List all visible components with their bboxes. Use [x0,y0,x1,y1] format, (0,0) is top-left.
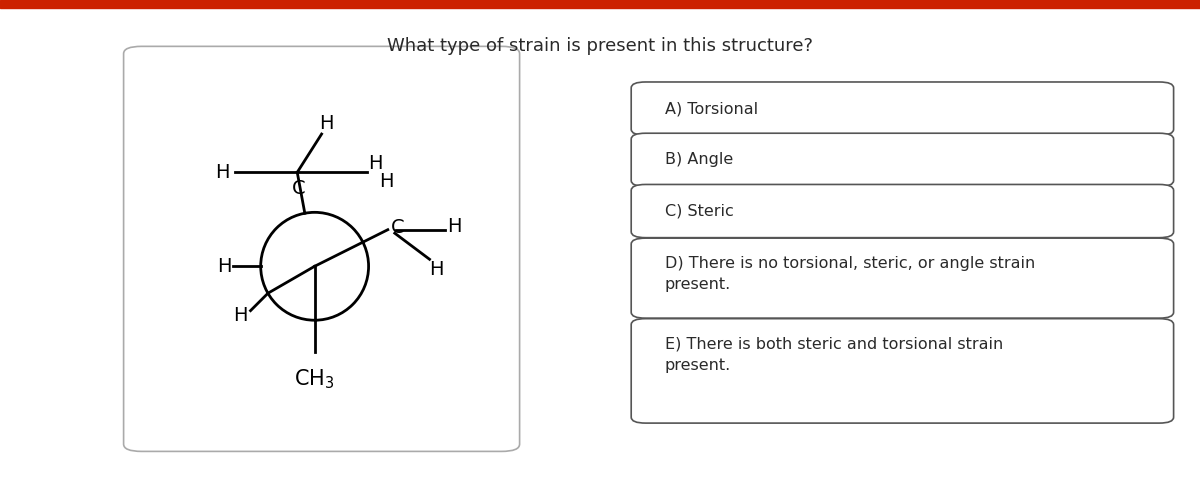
Text: B) Angle: B) Angle [665,152,733,167]
FancyBboxPatch shape [631,238,1174,318]
FancyBboxPatch shape [631,319,1174,423]
Text: C: C [391,219,404,238]
FancyBboxPatch shape [631,184,1174,238]
Text: H: H [319,114,334,133]
Text: H: H [217,257,232,276]
FancyBboxPatch shape [631,82,1174,135]
FancyBboxPatch shape [631,133,1174,186]
Text: A) Torsional: A) Torsional [665,101,758,116]
Text: C: C [292,179,306,198]
Text: What type of strain is present in this structure?: What type of strain is present in this s… [386,38,814,55]
Text: H: H [430,260,444,279]
Text: H: H [233,306,247,325]
Text: CH$_3$: CH$_3$ [294,367,335,391]
Text: H: H [215,163,229,182]
FancyBboxPatch shape [124,46,520,451]
Text: D) There is no torsional, steric, or angle strain
present.: D) There is no torsional, steric, or ang… [665,256,1036,292]
Text: H: H [446,217,461,236]
Text: C) Steric: C) Steric [665,203,733,219]
Text: H: H [368,154,383,173]
Text: H: H [379,171,394,190]
Text: E) There is both steric and torsional strain
present.: E) There is both steric and torsional st… [665,337,1003,373]
Bar [0,0,1200,8]
